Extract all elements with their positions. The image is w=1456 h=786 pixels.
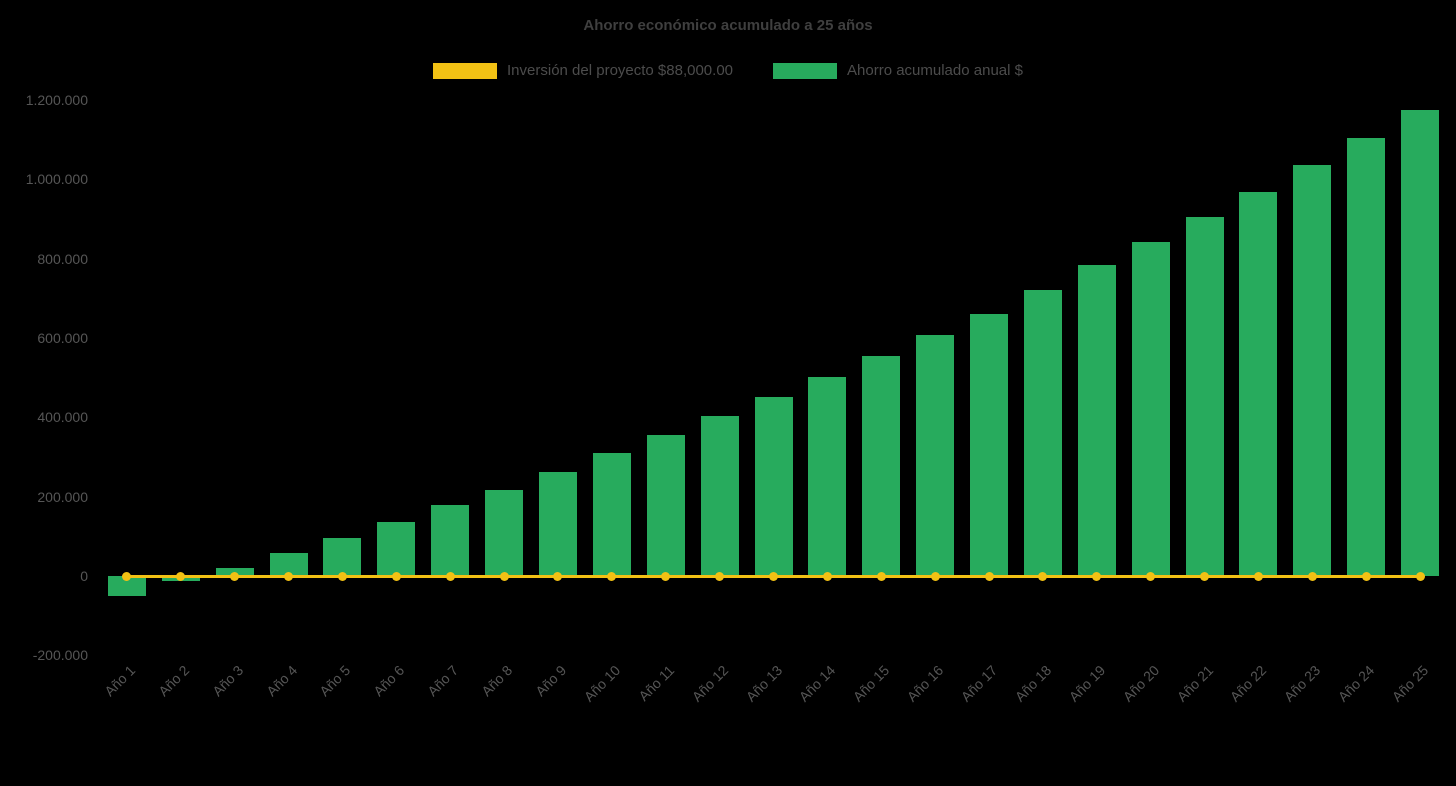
investment-line-point[interactable] [1200, 571, 1210, 581]
bar[interactable] [1077, 265, 1116, 576]
bar[interactable] [377, 521, 416, 576]
investment-line-point[interactable] [1253, 571, 1263, 581]
chart-title: Ahorro económico acumulado a 25 años [583, 17, 873, 34]
investment-line-point[interactable] [822, 571, 832, 581]
y-axis-tick-label: 600.000 [37, 330, 88, 346]
bar[interactable] [1401, 109, 1440, 576]
legend-item-savings[interactable]: Ahorro acumulado anual $ [773, 62, 1023, 79]
investment-line-point[interactable] [930, 571, 940, 581]
legend-swatch-investment [433, 62, 498, 79]
bar[interactable] [646, 435, 685, 576]
bar[interactable] [1185, 216, 1224, 576]
legend-label-savings: Ahorro acumulado anual $ [847, 62, 1023, 79]
investment-line-point[interactable] [499, 571, 509, 581]
investment-line-point[interactable] [230, 571, 240, 581]
y-axis-tick-label: 400.000 [37, 409, 88, 426]
bar[interactable] [592, 453, 631, 576]
investment-line-point[interactable] [1038, 571, 1048, 581]
bar[interactable] [269, 553, 308, 576]
bar[interactable] [808, 377, 847, 576]
investment-line-point[interactable] [553, 571, 563, 581]
investment-line-point[interactable] [122, 571, 132, 581]
bar[interactable] [431, 505, 470, 576]
bar[interactable] [1347, 138, 1386, 576]
investment-line-point[interactable] [284, 571, 294, 581]
bar[interactable] [970, 313, 1009, 576]
investment-line-point[interactable] [876, 571, 886, 581]
y-axis-tick-label: 0 [80, 568, 88, 584]
bar[interactable] [754, 397, 793, 576]
investment-line-point[interactable] [445, 571, 455, 581]
bar[interactable] [107, 576, 146, 596]
legend-item-investment[interactable]: Inversión del proyecto $88,000.00 [433, 62, 733, 79]
bar[interactable] [862, 355, 901, 576]
bar[interactable] [1239, 192, 1278, 576]
investment-line-point[interactable] [176, 571, 186, 581]
y-axis-tick-label: 800.000 [37, 250, 88, 267]
bar[interactable] [700, 416, 739, 576]
investment-line-point[interactable] [1307, 571, 1317, 581]
y-axis-tick-label: 1.200.000 [25, 92, 88, 108]
investment-line-point[interactable] [1415, 571, 1425, 581]
investment-line-point[interactable] [1092, 571, 1102, 581]
legend: Inversión del proyecto $88,000.00 Ahorro… [0, 62, 1456, 79]
bar[interactable] [1023, 290, 1062, 576]
bar[interactable] [323, 537, 362, 576]
investment-line-point[interactable] [337, 571, 347, 581]
y-axis-tick-label: -200.000 [32, 647, 88, 664]
investment-line-point[interactable] [769, 571, 778, 581]
bar[interactable] [1293, 165, 1332, 576]
investment-line-point[interactable] [661, 571, 671, 581]
y-axis-tick-label: 1.000.000 [25, 171, 88, 188]
bar[interactable] [916, 335, 955, 576]
legend-label-investment: Inversión del proyecto $88,000.00 [507, 62, 734, 79]
investment-line-point[interactable] [1361, 571, 1371, 581]
legend-swatch-savings [773, 62, 838, 79]
investment-line-point[interactable] [715, 571, 725, 581]
chart-canvas: Ahorro económico acumulado a 25 años Inv… [0, 17, 1456, 705]
investment-line-point[interactable] [1146, 571, 1156, 581]
bar[interactable] [485, 489, 524, 576]
investment-line-point[interactable] [984, 571, 994, 581]
y-axis-tick-label: 200.000 [37, 488, 88, 505]
bar[interactable] [1131, 241, 1170, 576]
investment-line-point[interactable] [391, 571, 401, 581]
investment-line-point[interactable] [607, 571, 617, 581]
bar[interactable] [538, 471, 577, 576]
